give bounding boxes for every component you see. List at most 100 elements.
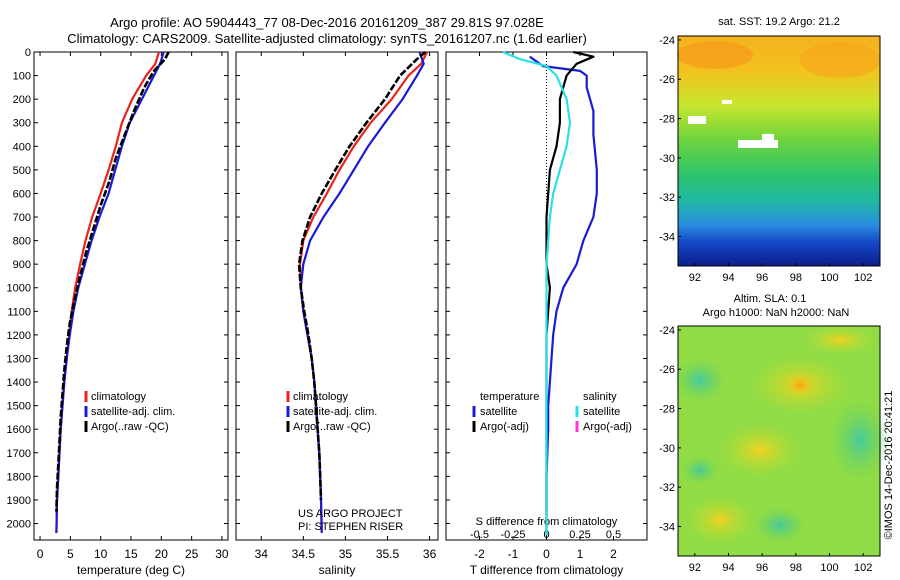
map-y-tick-label: -24 — [659, 325, 675, 337]
x-axis-label: temperature (deg C) — [77, 563, 185, 577]
sla-map-panel: Altim. SLA: 0.1 Argo h1000: NaN h2000: N… — [659, 293, 890, 574]
header-line-1: Argo profile: AO 5904443_77 08-Dec-2016 … — [110, 15, 544, 30]
sla-warm-patch — [715, 420, 805, 480]
y-tick-label: 1900 — [7, 495, 31, 507]
x-tick-label: 15 — [124, 547, 138, 561]
map-x-tick-label: 96 — [756, 272, 768, 284]
legend-entry: Argo(..raw -QC) — [91, 421, 169, 433]
legend-entry: Argo(..raw -QC) — [293, 421, 371, 433]
y-tick-label: 0 — [25, 47, 31, 59]
map-x-tick-label: 92 — [689, 562, 701, 574]
x-tick-label: 35.5 — [376, 547, 400, 561]
series-line — [297, 51, 427, 500]
map-x-tick-label: 100 — [820, 562, 838, 574]
legend-entry: satellite — [480, 406, 517, 418]
y-tick-label: 400 — [13, 141, 31, 153]
top-tick-label: -0.25 — [500, 529, 525, 541]
map-x-tick-label: 102 — [854, 562, 872, 574]
sla-warm-patch — [800, 324, 880, 356]
x-tick-label: 20 — [155, 547, 169, 561]
map-y-tick-label: -26 — [659, 74, 675, 86]
sla-map-title-1: Altim. SLA: 0.1 — [734, 293, 807, 305]
x-axis-label: T difference from climatology — [470, 563, 624, 577]
temperature-panel: 0100200300400500600700800900100011001200… — [7, 47, 229, 577]
y-tick-label: 1400 — [7, 377, 31, 389]
y-tick-label: 1800 — [7, 471, 31, 483]
map-x-tick-label: 102 — [854, 272, 872, 284]
y-tick-label: 100 — [13, 71, 31, 83]
x-tick-label: 34 — [255, 547, 269, 561]
legend-entry: Argo(-adj) — [480, 421, 529, 433]
sst-cloud-mask — [722, 100, 732, 104]
y-tick-label: 1100 — [7, 306, 31, 318]
sst-cloud-mask — [738, 140, 778, 148]
map-y-tick-label: -30 — [659, 443, 675, 455]
map-y-tick-label: -34 — [659, 232, 675, 244]
map-x-tick-label: 92 — [689, 272, 701, 284]
map-y-tick-label: -26 — [659, 364, 675, 376]
map-y-tick-label: -24 — [659, 35, 675, 47]
x-axis-label: salinity — [319, 563, 356, 577]
y-tick-label: 300 — [13, 118, 31, 130]
map-y-tick-label: -28 — [659, 404, 675, 416]
legend-entry: climatology — [293, 391, 349, 403]
y-tick-label: 1200 — [7, 330, 31, 342]
map-y-tick-label: -34 — [659, 522, 675, 534]
x-tick-label: 1 — [577, 547, 584, 561]
sla-cool-patch — [830, 400, 890, 480]
x-tick-label: 0 — [37, 547, 44, 561]
legend-title: temperature — [480, 391, 539, 403]
sla-cool-patch — [682, 456, 718, 484]
x-tick-label: 36 — [423, 547, 437, 561]
sla-warm-patch — [786, 373, 814, 397]
map-x-tick-label: 96 — [756, 562, 768, 574]
legend-entry: satellite — [583, 406, 620, 418]
sla-warm-patch — [682, 494, 758, 546]
series-line — [55, 51, 165, 533]
map-frame — [677, 325, 881, 557]
map-y-tick-label: -32 — [659, 192, 675, 204]
map-y-tick-label: -28 — [659, 114, 675, 126]
x-tick-label: 10 — [94, 547, 108, 561]
y-tick-label: 700 — [13, 212, 31, 224]
sst-map-title: sat. SST: 19.2 Argo: 21.2 — [718, 16, 840, 28]
series-line — [299, 51, 425, 533]
x-tick-label: 34.5 — [292, 547, 316, 561]
top-tick-label: -0.5 — [470, 529, 489, 541]
legend-entry: climatology — [91, 391, 147, 403]
series-line — [55, 51, 170, 512]
x-tick-label: 2 — [610, 547, 617, 561]
map-x-tick-label: 98 — [790, 562, 802, 574]
legend-title: salinity — [583, 391, 617, 403]
x-tick-label: 35 — [339, 547, 353, 561]
sst-map-panel: sat. SST: 19.2 Argo: 21.2 92 94 96 98 100 102… — [659, 16, 881, 284]
y-tick-label: 1600 — [7, 424, 31, 436]
legend-entry: Argo(-adj) — [583, 421, 632, 433]
y-tick-label: 1700 — [7, 448, 31, 460]
map-y-tick-label: -30 — [659, 153, 675, 165]
legend-entry: satellite-adj. clim. — [293, 406, 377, 418]
y-tick-label: 1500 — [7, 401, 31, 413]
series-line — [502, 50, 572, 536]
x-tick-label: 30 — [215, 547, 229, 561]
y-tick-label: 1000 — [7, 283, 31, 295]
y-tick-label: 1300 — [7, 353, 31, 365]
series-line — [529, 55, 598, 512]
project-credit-line-2: PI: STEPHEN RISER — [298, 521, 403, 533]
series-line — [55, 51, 160, 533]
project-credit-line-1: US ARGO PROJECT — [298, 508, 403, 520]
sla-cool-patch — [674, 358, 726, 402]
map-x-tick-label: 94 — [722, 272, 734, 284]
legend-entry: satellite-adj. clim. — [91, 406, 175, 418]
sla-cool-patch — [754, 507, 806, 543]
y-tick-label: 500 — [13, 165, 31, 177]
sst-orange-patch — [677, 41, 753, 69]
sst-cloud-mask — [762, 134, 774, 140]
salinity-panel: 34 34.5 35 35.5 36 salinity climatology satelli… — [235, 51, 439, 577]
y-tick-label: 600 — [13, 188, 31, 200]
x-tick-label: 0 — [543, 547, 550, 561]
sst-orange-patch — [800, 42, 880, 78]
header-line-2: Climatology: CARS2009. Satellite-adjuste… — [67, 31, 587, 46]
x-tick-label: 5 — [67, 547, 74, 561]
